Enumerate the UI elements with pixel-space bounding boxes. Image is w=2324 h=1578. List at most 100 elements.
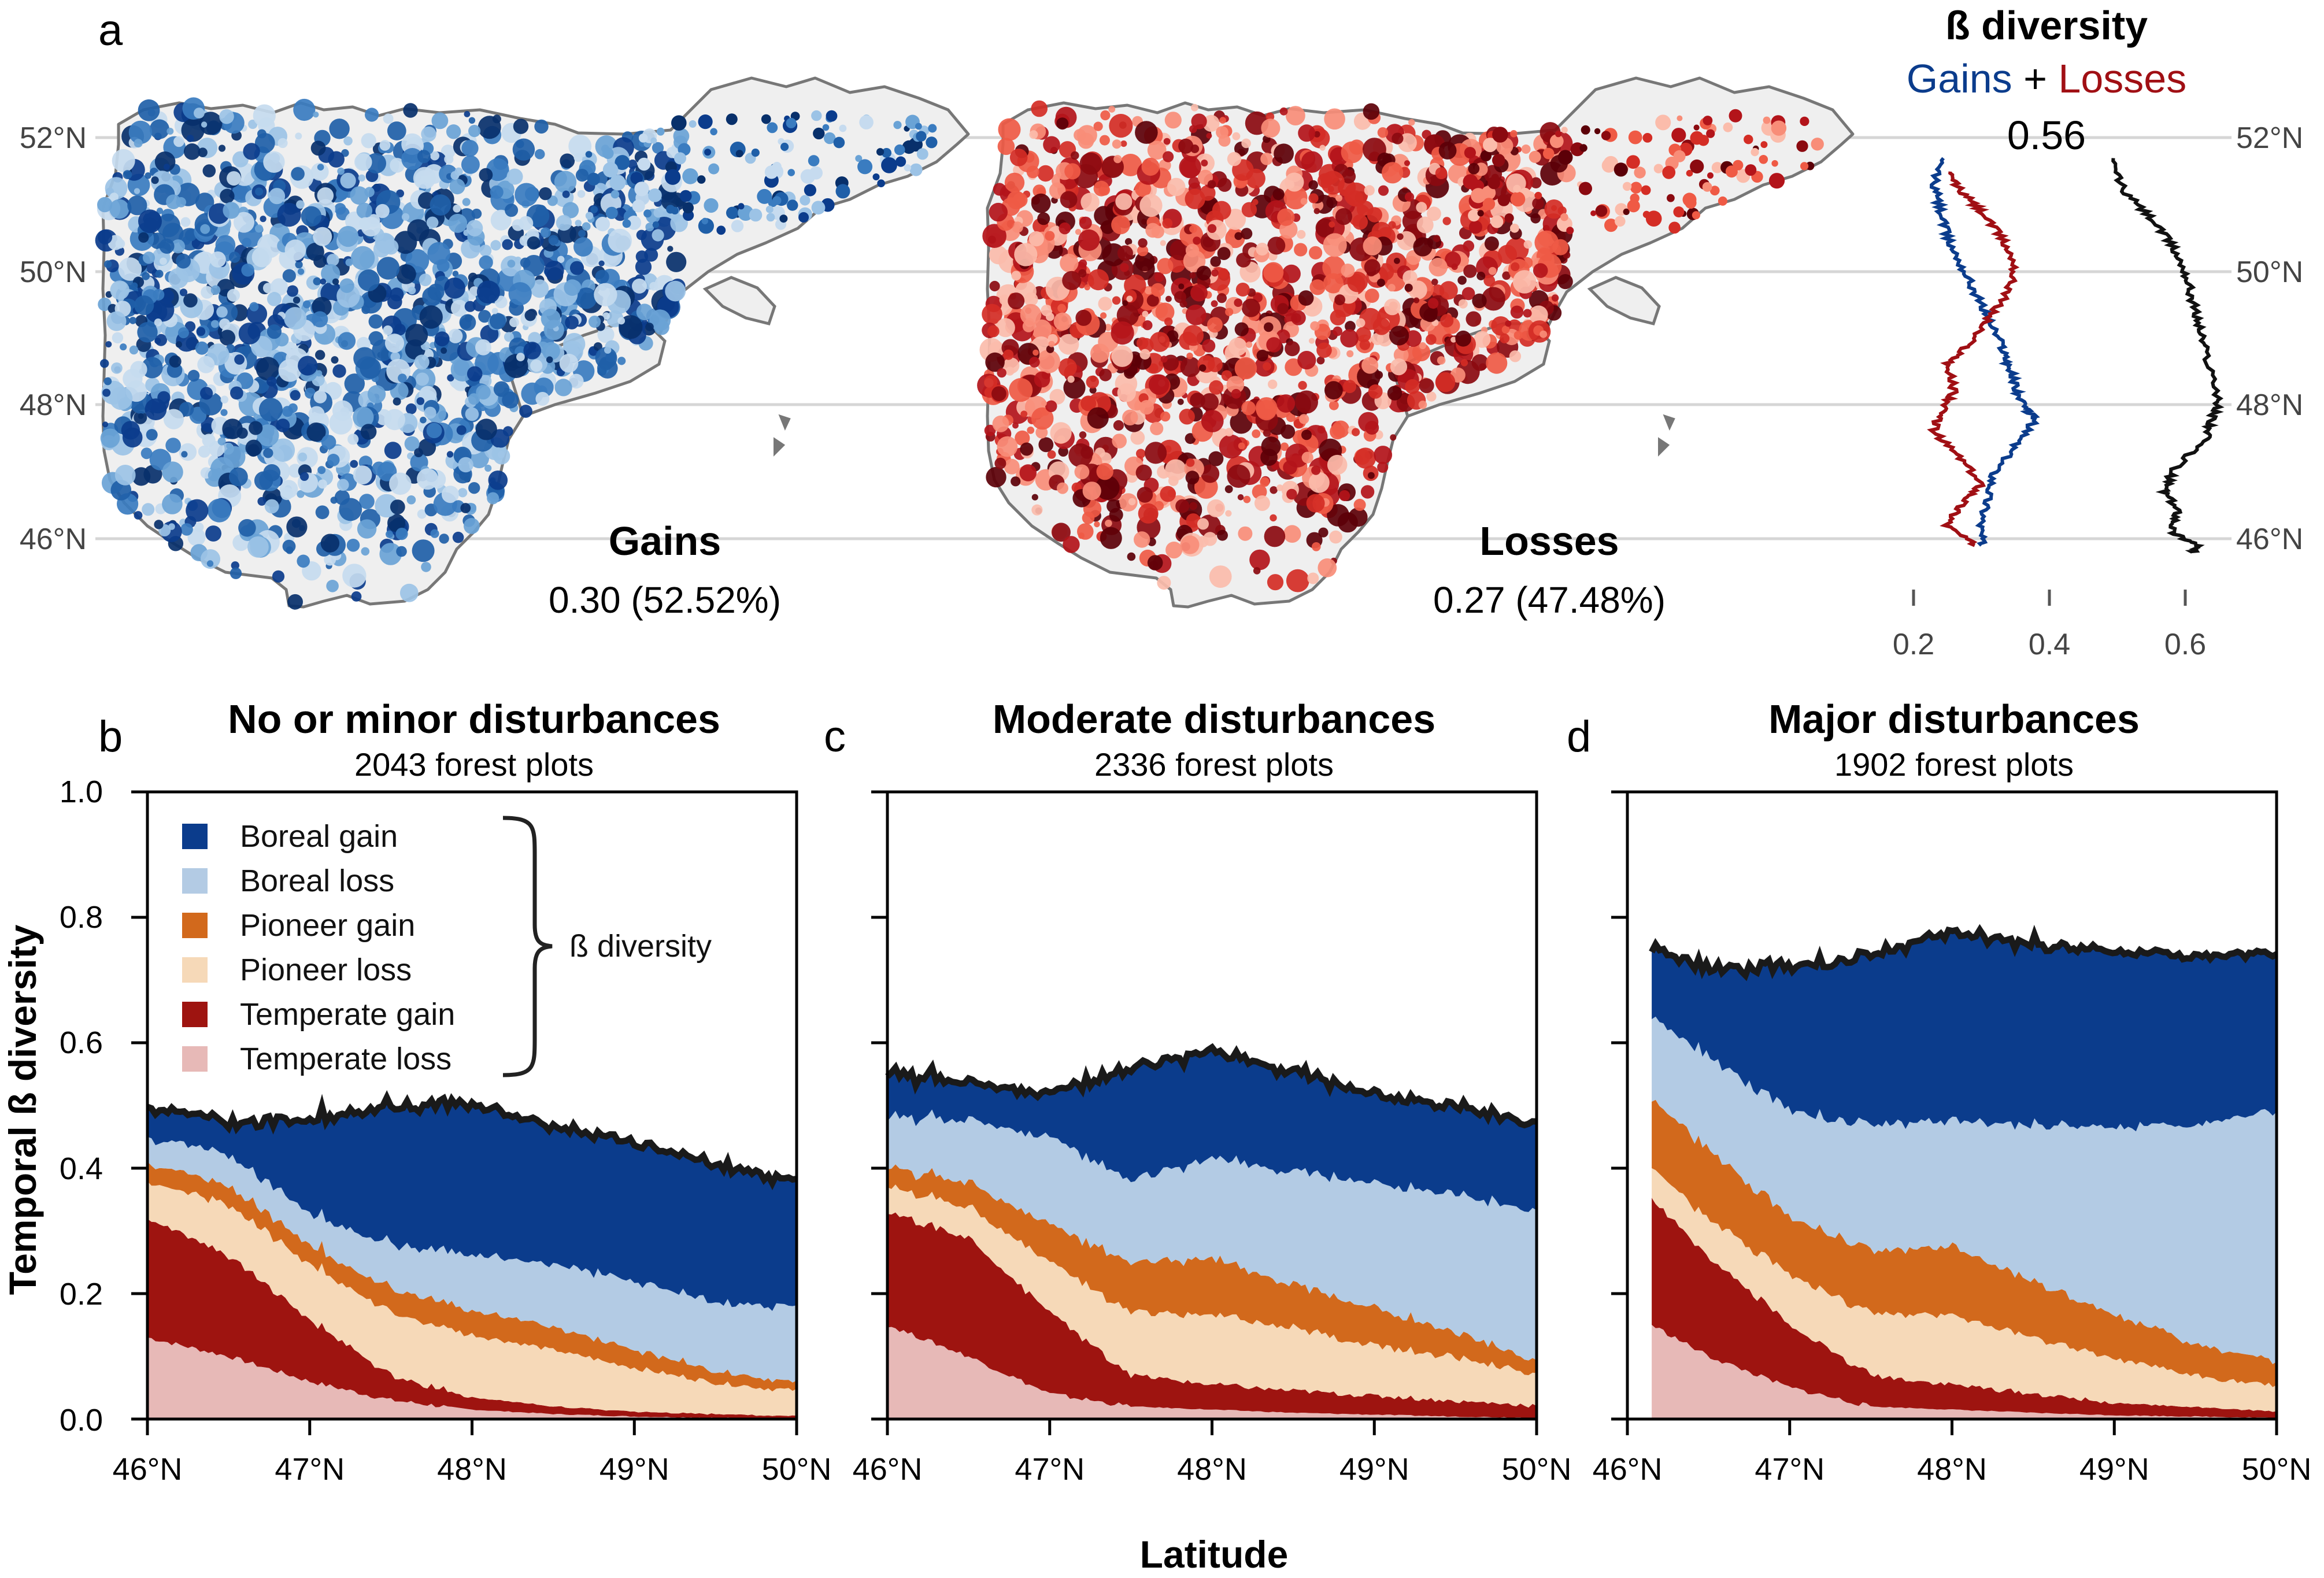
map-dot: [1404, 160, 1411, 166]
map-dot: [293, 98, 316, 121]
map-dot: [342, 564, 367, 588]
map-dot: [1155, 302, 1175, 322]
x-tick-label: 48°N: [437, 1452, 507, 1487]
map-dot: [130, 361, 147, 378]
map-dot: [1343, 380, 1357, 394]
map-dot: [1078, 532, 1085, 539]
map-dot: [154, 318, 162, 327]
map-dot: [384, 409, 405, 431]
map-dot: [1185, 304, 1207, 325]
map-dot: [426, 423, 442, 439]
map-dot: [667, 246, 673, 252]
map-dot: [215, 235, 236, 255]
map-dot: [163, 409, 184, 429]
map-dot: [277, 138, 288, 149]
map-dot: [1771, 160, 1778, 167]
map-dot: [1219, 117, 1226, 124]
map-dot: [350, 246, 375, 271]
map-dot: [1581, 125, 1590, 135]
map-dot: [1179, 300, 1187, 308]
map-dot: [284, 239, 306, 261]
map-dot: [142, 503, 155, 516]
map-dot: [1423, 308, 1438, 323]
map-dot: [387, 121, 406, 140]
map-dot: [1283, 525, 1301, 543]
map-dot: [1614, 162, 1628, 177]
map-dot: [1217, 529, 1228, 541]
map-dot: [347, 434, 359, 445]
map-dot: [179, 288, 188, 297]
map-dot: [1079, 431, 1087, 439]
map-dot: [293, 297, 301, 304]
map-dot: [506, 168, 523, 185]
map-dot: [155, 269, 164, 278]
map-dot: [1086, 375, 1099, 389]
map-dot: [1551, 294, 1559, 302]
map-dot: [395, 528, 408, 540]
map-dot: [257, 424, 279, 447]
map-dot: [243, 143, 260, 160]
x-tick-label: 50°N: [762, 1452, 832, 1487]
map-dot: [1249, 549, 1270, 571]
map-dot: [491, 308, 498, 314]
map-dot: [439, 534, 449, 544]
map-dot: [1486, 352, 1508, 374]
map-dot: [329, 118, 350, 139]
map-dot: [222, 418, 243, 439]
map-dot: [1653, 164, 1664, 173]
map-dot: [1673, 206, 1685, 218]
map-dot: [701, 217, 709, 225]
map-dot: [1579, 181, 1592, 195]
map-dot: [1460, 359, 1468, 366]
y-tick-label-0: 0.0: [60, 1403, 103, 1438]
map-dot: [109, 192, 119, 202]
map-dot: [264, 499, 279, 514]
map-dot: [512, 138, 535, 161]
map-dot: [1111, 215, 1130, 235]
map-dot: [154, 520, 164, 529]
map-dot: [1234, 357, 1257, 380]
map-dot: [1692, 211, 1700, 220]
map-dot: [1003, 349, 1014, 360]
map-dot: [328, 151, 345, 168]
map-dot: [535, 392, 550, 406]
legend-label-pioneer-loss: Pioneer loss: [240, 953, 412, 987]
map-dot: [1361, 357, 1379, 374]
map-dot: [1768, 173, 1785, 189]
map-dot: [475, 351, 499, 375]
map-dot: [134, 295, 154, 316]
map-dot: [431, 112, 449, 129]
map-dot: [202, 164, 216, 177]
map-dot: [632, 199, 645, 213]
map-dot: [1294, 243, 1308, 257]
map-dot: [1298, 124, 1316, 142]
map-dot: [466, 220, 483, 237]
y-tick-label-3: 0.6: [60, 1025, 103, 1060]
map-dot: [597, 366, 607, 376]
map-dot: [131, 282, 138, 290]
map-dot: [376, 257, 400, 280]
map-dot: [648, 188, 662, 202]
map-dot: [1241, 138, 1251, 149]
map-dot: [1031, 100, 1048, 117]
map-dot: [1723, 122, 1733, 132]
map-dot: [220, 409, 228, 416]
map-dot: [1099, 135, 1110, 146]
map-dot: [140, 447, 153, 460]
map-dot: [638, 134, 648, 143]
map-dot: [479, 245, 492, 257]
map-dot: [200, 224, 210, 234]
map-dot: [272, 570, 285, 583]
map-dot: [386, 530, 393, 538]
map-dot: [573, 153, 583, 162]
map-dot: [1530, 177, 1542, 188]
map-dot: [1477, 210, 1484, 217]
map-dot: [180, 523, 193, 536]
map-dot: [1180, 357, 1201, 377]
map-dot: [1298, 381, 1307, 390]
map-dot: [1149, 332, 1170, 352]
map-dot: [1324, 381, 1343, 400]
map-dot: [1034, 371, 1050, 388]
map-dot: [515, 183, 538, 207]
map-dot: [1471, 188, 1486, 203]
